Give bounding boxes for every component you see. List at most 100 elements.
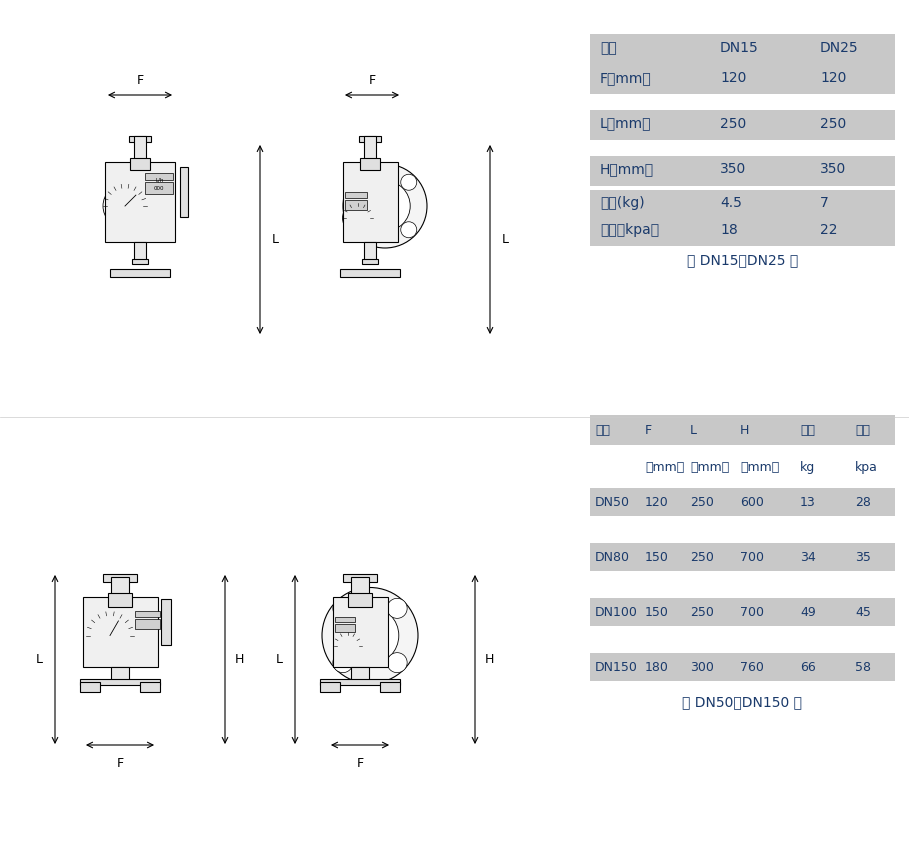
Text: （ DN15～DN25 ）: （ DN15～DN25 ） [687,253,798,267]
Bar [320,679,400,685]
Text: 口径: 口径 [595,424,610,436]
Bar [83,597,157,667]
Text: 压损: 压损 [855,424,870,436]
Bar [111,577,129,597]
Bar [145,173,173,180]
Bar [343,162,397,242]
Text: DN15: DN15 [720,41,759,55]
Bar [335,624,355,632]
Circle shape [387,598,407,618]
Bar [343,574,377,582]
Bar [134,242,146,262]
Text: 口径: 口径 [600,41,616,55]
Bar [135,618,160,628]
Bar [590,543,895,571]
Text: 000: 000 [154,185,165,191]
Text: 250: 250 [690,495,714,508]
Bar [135,611,160,617]
Bar [80,682,100,692]
Text: 45: 45 [855,606,871,618]
Text: kg: kg [800,461,815,473]
Text: H: H [485,653,494,666]
Text: DN100: DN100 [595,606,638,618]
Text: 120: 120 [720,71,746,85]
Text: F（mm）: F（mm） [600,71,652,85]
Bar [80,679,160,685]
Text: L: L [690,424,697,436]
Text: DN50: DN50 [595,495,630,508]
Circle shape [86,612,134,660]
Text: 250: 250 [720,117,746,130]
Bar [351,667,369,682]
Bar [359,136,381,142]
Bar [590,216,895,246]
Bar [110,269,170,277]
Bar [345,192,366,198]
Text: F: F [368,74,375,87]
Text: 58: 58 [855,661,871,673]
Circle shape [333,598,353,618]
Bar [111,667,129,682]
Bar [590,34,895,68]
Bar [364,136,376,162]
Text: （mm）: （mm） [645,461,684,473]
Circle shape [103,184,147,228]
Text: 4.5: 4.5 [720,197,742,210]
Circle shape [354,222,369,238]
Bar [333,597,387,667]
Bar [590,415,895,445]
Bar [130,158,150,170]
Text: L: L [36,653,43,666]
Text: 13: 13 [800,495,815,508]
Text: 150: 150 [645,551,669,563]
Text: 300: 300 [690,661,714,673]
Bar [105,162,175,242]
Circle shape [343,203,373,233]
Text: 150: 150 [645,606,669,618]
Text: 700: 700 [740,551,764,563]
Bar [590,156,895,185]
Bar [108,593,132,607]
Bar [340,269,400,277]
Bar [140,682,160,692]
Bar [360,158,380,170]
Bar [129,136,151,142]
Circle shape [401,222,416,238]
Bar [145,182,173,194]
Bar [590,64,895,94]
Text: L: L [502,233,509,246]
Circle shape [341,606,399,664]
Bar [590,488,895,516]
Text: 18: 18 [720,223,738,237]
Text: H: H [740,424,749,436]
Text: F: F [356,757,364,770]
Circle shape [322,588,418,684]
Bar [380,682,400,692]
Text: 250: 250 [820,117,846,130]
Text: 350: 350 [720,162,746,176]
Text: F: F [116,757,124,770]
Text: 120: 120 [645,495,669,508]
Text: F: F [136,74,144,87]
Text: H（mm）: H（mm） [600,162,654,176]
Text: 重量(kg): 重量(kg) [600,197,644,210]
Text: （mm）: （mm） [690,461,729,473]
Text: H: H [235,653,245,666]
Text: 重量: 重量 [800,424,815,436]
Bar [364,242,376,262]
Bar [345,200,366,210]
Text: 22: 22 [820,223,837,237]
Text: 250: 250 [690,551,714,563]
Text: L: L [276,653,283,666]
Text: L: L [272,233,279,246]
Text: 35: 35 [855,551,871,563]
Circle shape [354,174,369,191]
Text: 180: 180 [645,661,669,673]
Text: 28: 28 [855,495,871,508]
Text: 压损（kpa）: 压损（kpa） [600,223,659,237]
Text: 7: 7 [820,197,829,210]
Text: 66: 66 [800,661,815,673]
Text: DN25: DN25 [820,41,859,55]
Bar [161,599,171,645]
Circle shape [333,653,353,673]
